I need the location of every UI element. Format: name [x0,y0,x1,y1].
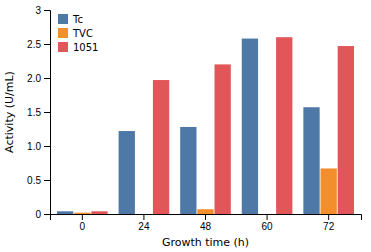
legend-item: TVC [58,28,93,39]
y-tick-label: 0 [35,209,41,220]
y-tick-label: 0.5 [27,175,41,186]
legend-label: Tc [72,14,83,25]
legend: Tc TVC 1051 [58,14,98,53]
bar [303,107,319,214]
y-tick: 2.0 [27,73,50,84]
y-tick-mark [44,44,50,45]
y-tick: 2.5 [27,39,50,50]
x-tick: 48 [200,214,212,232]
x-axis-line [51,215,362,221]
legend-swatch [58,42,68,52]
x-tick-label: 72 [323,221,335,232]
x-tick-mark [82,214,83,220]
bar [91,211,107,214]
x-tick: 0 [80,214,86,232]
x-tick-label: 48 [200,221,212,232]
x-tick-mark [143,214,144,220]
bar [242,39,258,214]
x-tick: 72 [323,214,335,232]
y-tick-label: 3 [35,5,41,16]
plot: 0 0.5 1.0 1.5 2.0 2.5 3 0 24 48 60 72 Tc TVC 1051 [27,5,361,232]
y-tick: 0.5 [27,175,50,186]
x-tick-label: 0 [80,221,86,232]
y-tick-mark [44,180,50,181]
legend-item: 1051 [58,42,98,53]
legend-item: Tc [58,14,83,25]
bar [215,64,231,214]
bar [74,213,90,214]
bar [57,211,73,214]
y-axis-title: Activity (U/mL) [3,71,16,153]
x-axis-title: Growth time (h) [162,236,249,249]
y-tick-mark [44,10,50,11]
legend-label: 1051 [73,42,98,53]
bar [136,214,152,215]
x-tick: 24 [138,214,150,232]
y-tick-mark [44,146,50,147]
y-tick: 1.0 [27,141,50,152]
bar [338,46,354,214]
y-tick: 3 [35,5,50,16]
bar [180,127,196,214]
y-tick-mark [44,112,50,113]
y-axis-line [44,11,51,215]
bar [119,131,135,214]
bar [276,37,292,214]
y-tick-label: 1.0 [27,141,41,152]
x-tick-mark [267,214,268,220]
y-tick: 1.5 [27,107,50,118]
x-axis: 0 24 48 60 72 [51,214,362,232]
bar [153,80,169,214]
series [91,37,354,214]
bars [57,37,354,214]
bar [259,214,275,215]
x-tick-label: 60 [262,221,274,232]
x-tick-label: 24 [138,221,150,232]
y-axis: 0 0.5 1.0 1.5 2.0 2.5 3 [27,5,50,220]
legend-swatch [58,14,68,24]
y-tick-label: 2.0 [27,73,41,84]
legend-swatch [58,28,68,38]
x-tick: 60 [262,214,274,232]
x-tick-mark [205,214,206,220]
series [74,168,337,214]
chart: 0 0.5 1.0 1.5 2.0 2.5 3 0 24 48 60 72 Tc TVC 1051 Growt… [0,0,371,252]
y-tick-mark [44,214,50,215]
y-tick-label: 1.5 [27,107,41,118]
y-tick-label: 2.5 [27,39,41,50]
bar [321,168,337,214]
bar [197,209,213,214]
y-tick-mark [44,78,50,79]
legend-label: TVC [72,28,93,39]
y-tick: 0 [35,209,50,220]
x-tick-mark [328,214,329,220]
